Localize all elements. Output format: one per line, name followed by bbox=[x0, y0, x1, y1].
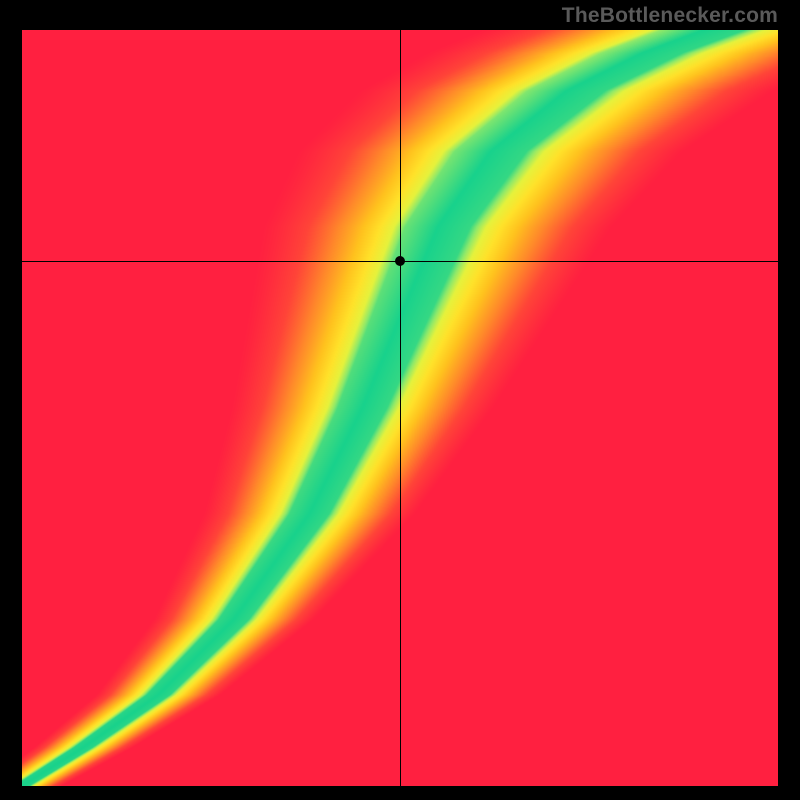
plot-area bbox=[22, 30, 778, 786]
crosshair-dot bbox=[395, 256, 405, 266]
chart-container: TheBottlenecker.com bbox=[0, 0, 800, 800]
crosshair-vertical bbox=[400, 30, 401, 786]
watermark-text: TheBottlenecker.com bbox=[562, 4, 778, 28]
